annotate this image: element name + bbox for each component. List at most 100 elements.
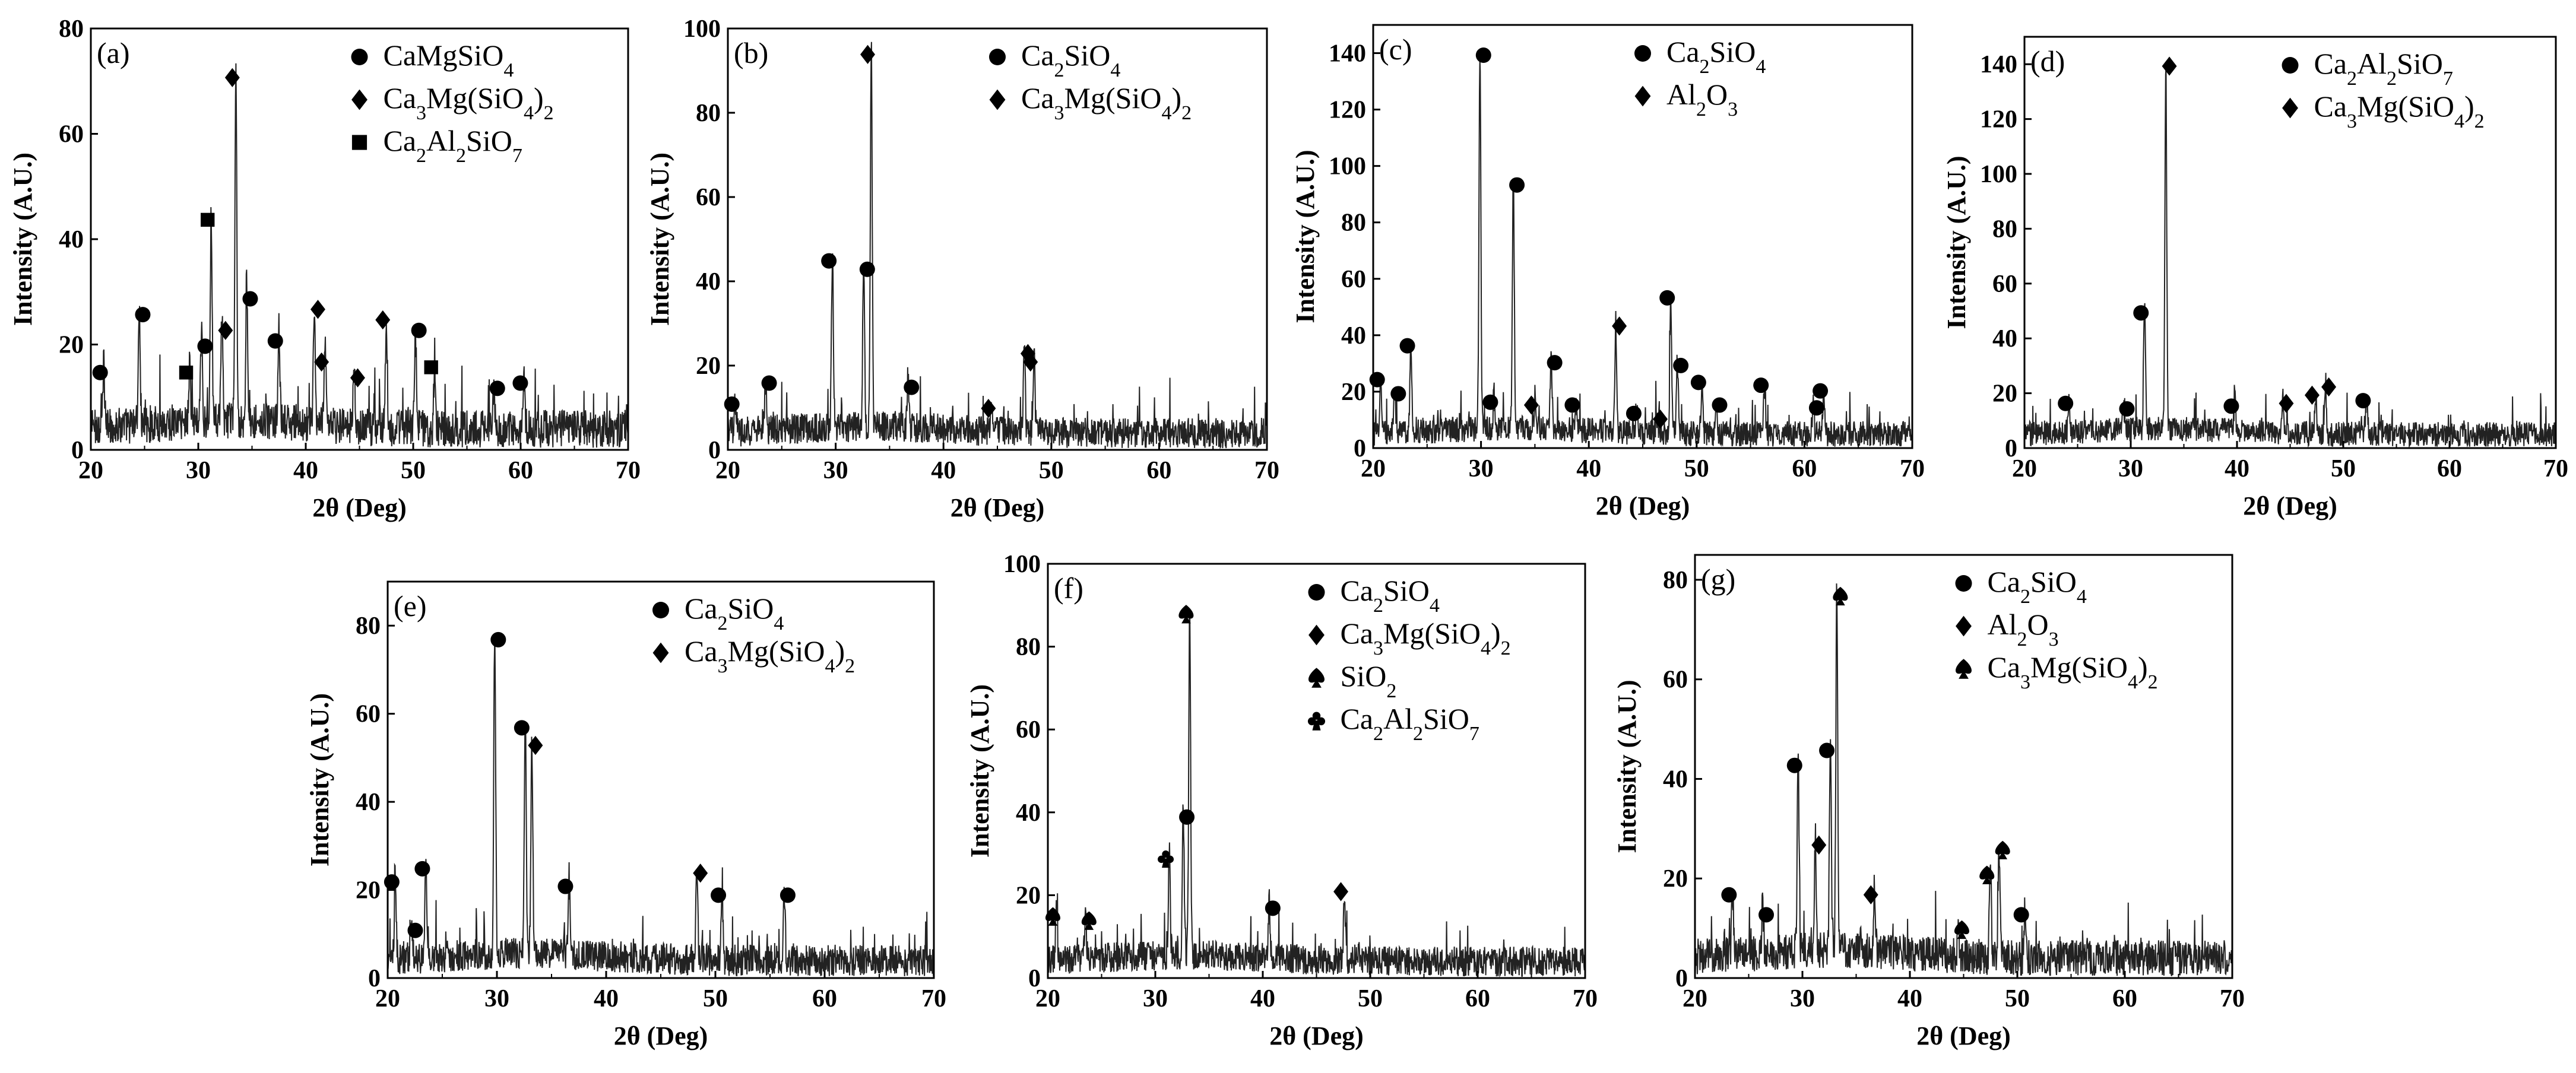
y-tick-label: 60 — [356, 701, 381, 728]
peak-marker-circle — [1265, 900, 1281, 916]
panel-label: (d) — [2030, 45, 2065, 78]
legend-label: Ca3Mg(SiO4)2 — [1021, 81, 1192, 124]
y-tick-label: 0 — [368, 965, 381, 992]
peak-marker-circle — [92, 364, 108, 380]
x-tick-label: 20 — [2012, 455, 2037, 482]
y-tick-label: 20 — [696, 353, 721, 380]
y-tick-label: 80 — [696, 100, 721, 127]
y-tick-label: 0 — [2005, 435, 2017, 462]
x-tick-label: 40 — [1576, 455, 1601, 482]
peak-marker-diamond — [310, 300, 325, 319]
panel-label: (f) — [1054, 572, 1083, 605]
y-tick-label: 40 — [59, 226, 84, 253]
x-tick-label: 60 — [2437, 455, 2462, 482]
x-axis-title: 2θ (Deg) — [1916, 1021, 2011, 1050]
peak-marker-diamond — [2321, 377, 2337, 397]
x-tick-label: 20 — [375, 985, 400, 1012]
xrd-trace — [727, 42, 1268, 449]
x-tick-label: 60 — [1146, 457, 1171, 484]
y-tick-label: 20 — [356, 877, 381, 904]
peak-marker-circle — [1390, 386, 1406, 402]
legend-label: CaMgSiO4 — [384, 39, 514, 81]
peak-marker-spade — [1954, 920, 1969, 939]
peak-marker-diamond — [693, 864, 708, 883]
x-tick-label: 40 — [2225, 455, 2249, 482]
panel-label: (g) — [1701, 563, 1735, 596]
peak-marker-circle — [384, 874, 400, 890]
peak-marker-circle — [514, 720, 530, 736]
x-tick-label: 30 — [1790, 985, 1815, 1012]
legend-label: Ca2Al2SiO7 — [2314, 47, 2453, 90]
y-tick-label: 40 — [1016, 799, 1041, 827]
peak-marker-diamond — [224, 68, 240, 87]
x-tick-label: 70 — [921, 985, 946, 1012]
peak-marker-diamond — [1811, 835, 1827, 855]
legend-marker-diamond — [351, 89, 367, 110]
y-tick-label: 100 — [1003, 551, 1041, 578]
x-tick-label: 50 — [401, 457, 426, 484]
peak-marker-circle — [1690, 374, 1706, 391]
y-axis-title: Intensity (A.U.) — [1942, 155, 1971, 329]
y-tick-label: 20 — [1341, 379, 1366, 406]
legend-label: Ca3Mg(SiO4)2 — [2314, 90, 2485, 132]
peak-marker-circle — [724, 396, 740, 412]
x-tick-label: 60 — [1792, 455, 1817, 482]
peak-marker-square — [424, 360, 438, 374]
peak-marker-diamond — [218, 320, 233, 340]
legend-marker-circle — [351, 49, 368, 65]
y-tick-label: 80 — [1663, 567, 1688, 594]
x-tick-label: 50 — [703, 985, 728, 1012]
legend-marker-club — [1307, 712, 1326, 731]
x-tick-label: 70 — [1254, 457, 1279, 484]
peak-marker-circle — [407, 922, 423, 938]
peak-marker-circle — [2119, 401, 2135, 417]
peak-marker-circle — [859, 261, 875, 277]
peak-marker-spade — [1979, 865, 1995, 884]
x-tick-label: 50 — [1684, 455, 1709, 482]
xrd-trace — [1694, 583, 2233, 976]
peak-marker-spade — [1178, 605, 1194, 624]
peak-marker-diamond — [314, 352, 329, 372]
panel-label: (e) — [394, 589, 427, 623]
x-tick-label: 20 — [715, 457, 740, 484]
peak-marker-circle — [1475, 47, 1491, 64]
y-tick-label: 40 — [1341, 322, 1366, 350]
x-tick-label: 40 — [1897, 985, 1922, 1012]
legend-marker-circle — [1634, 45, 1651, 62]
x-tick-label: 70 — [1900, 455, 1925, 482]
x-tick-label: 30 — [2118, 455, 2143, 482]
y-tick-label: 100 — [1980, 161, 2017, 188]
legend-marker-diamond — [989, 89, 1006, 110]
peak-marker-diamond — [2304, 385, 2320, 405]
y-tick-label: 40 — [1992, 325, 2017, 353]
legend-marker-square — [351, 135, 367, 150]
peak-marker-circle — [512, 375, 528, 391]
peak-marker-club — [1158, 850, 1174, 868]
x-tick-label: 20 — [1683, 985, 1707, 1012]
x-axis-title: 2θ (Deg) — [950, 493, 1045, 522]
x-axis-title: 2θ (Deg) — [1269, 1021, 1364, 1050]
x-tick-label: 60 — [812, 985, 837, 1012]
x-tick-label: 70 — [2220, 985, 2245, 1012]
y-tick-label: 120 — [1329, 97, 1366, 124]
peak-marker-diamond — [1523, 395, 1539, 415]
peak-marker-circle — [2223, 398, 2239, 414]
legend-marker-spade — [1956, 659, 1972, 679]
y-axis-title: Intensity (A.U.) — [305, 693, 334, 866]
plot-frame — [386, 580, 935, 979]
y-tick-label: 80 — [59, 15, 84, 43]
peak-marker-diamond — [375, 310, 391, 330]
peak-marker-circle — [1482, 394, 1498, 410]
y-tick-label: 140 — [1980, 51, 2017, 78]
peak-marker-circle — [1399, 338, 1415, 354]
peak-marker-circle — [267, 333, 283, 349]
peak-marker-circle — [711, 887, 727, 903]
legend-marker-spade — [1308, 668, 1325, 688]
peak-marker-circle — [1758, 907, 1775, 923]
peak-marker-circle — [1369, 372, 1385, 388]
y-axis-title: Intensity (A.U.) — [965, 684, 994, 858]
y-tick-label: 20 — [1016, 882, 1041, 909]
y-tick-label: 80 — [1341, 209, 1366, 237]
